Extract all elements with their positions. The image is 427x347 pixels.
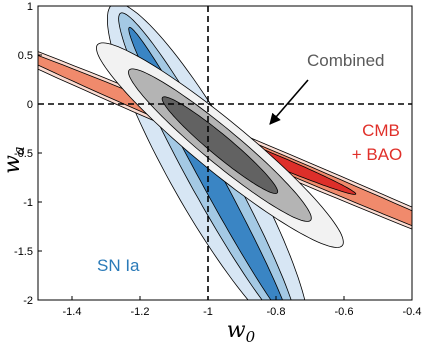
x-tick-label: -1.4 — [63, 306, 82, 318]
y-axis-label-subscript: a — [10, 146, 28, 155]
y-tick-label: 0 — [27, 99, 33, 111]
contour-layer — [38, 6, 412, 300]
y-tick-label: -0.5 — [14, 148, 33, 160]
x-axis-ticks: -1.4 -1.2 -1 -0.8 -0.6 -0.4 — [63, 296, 422, 318]
x-tick-label: -1 — [203, 306, 213, 318]
y-tick-label: -1.5 — [14, 246, 33, 258]
label-sn-ia: SN Ia — [97, 256, 140, 275]
label-bao: + BAO — [352, 145, 403, 164]
y-tick-label: 1 — [27, 1, 33, 13]
y-tick-label: -2 — [23, 295, 33, 307]
combined-arrow — [269, 79, 309, 125]
combined-contour-0.5-sigma — [161, 96, 279, 194]
x-tick-label: -0.8 — [267, 306, 286, 318]
label-cmb: CMB — [362, 121, 400, 140]
y-axis-ticks: -2 -1.5 -1 -0.5 0 0.5 1 — [14, 1, 42, 307]
x-tick-label: -1.2 — [131, 306, 150, 318]
x-axis-label-subscript: 0 — [246, 328, 256, 346]
y-tick-label: -1 — [23, 197, 33, 209]
plot-area — [38, 6, 412, 300]
y-axis-label: wa — [0, 146, 28, 174]
y-tick-label: 0.5 — [18, 50, 33, 62]
x-tick-label: -0.6 — [335, 306, 354, 318]
x-axis-label: w0 — [227, 318, 256, 346]
label-combined: Combined — [307, 51, 385, 70]
x-tick-label: -0.4 — [403, 306, 422, 318]
